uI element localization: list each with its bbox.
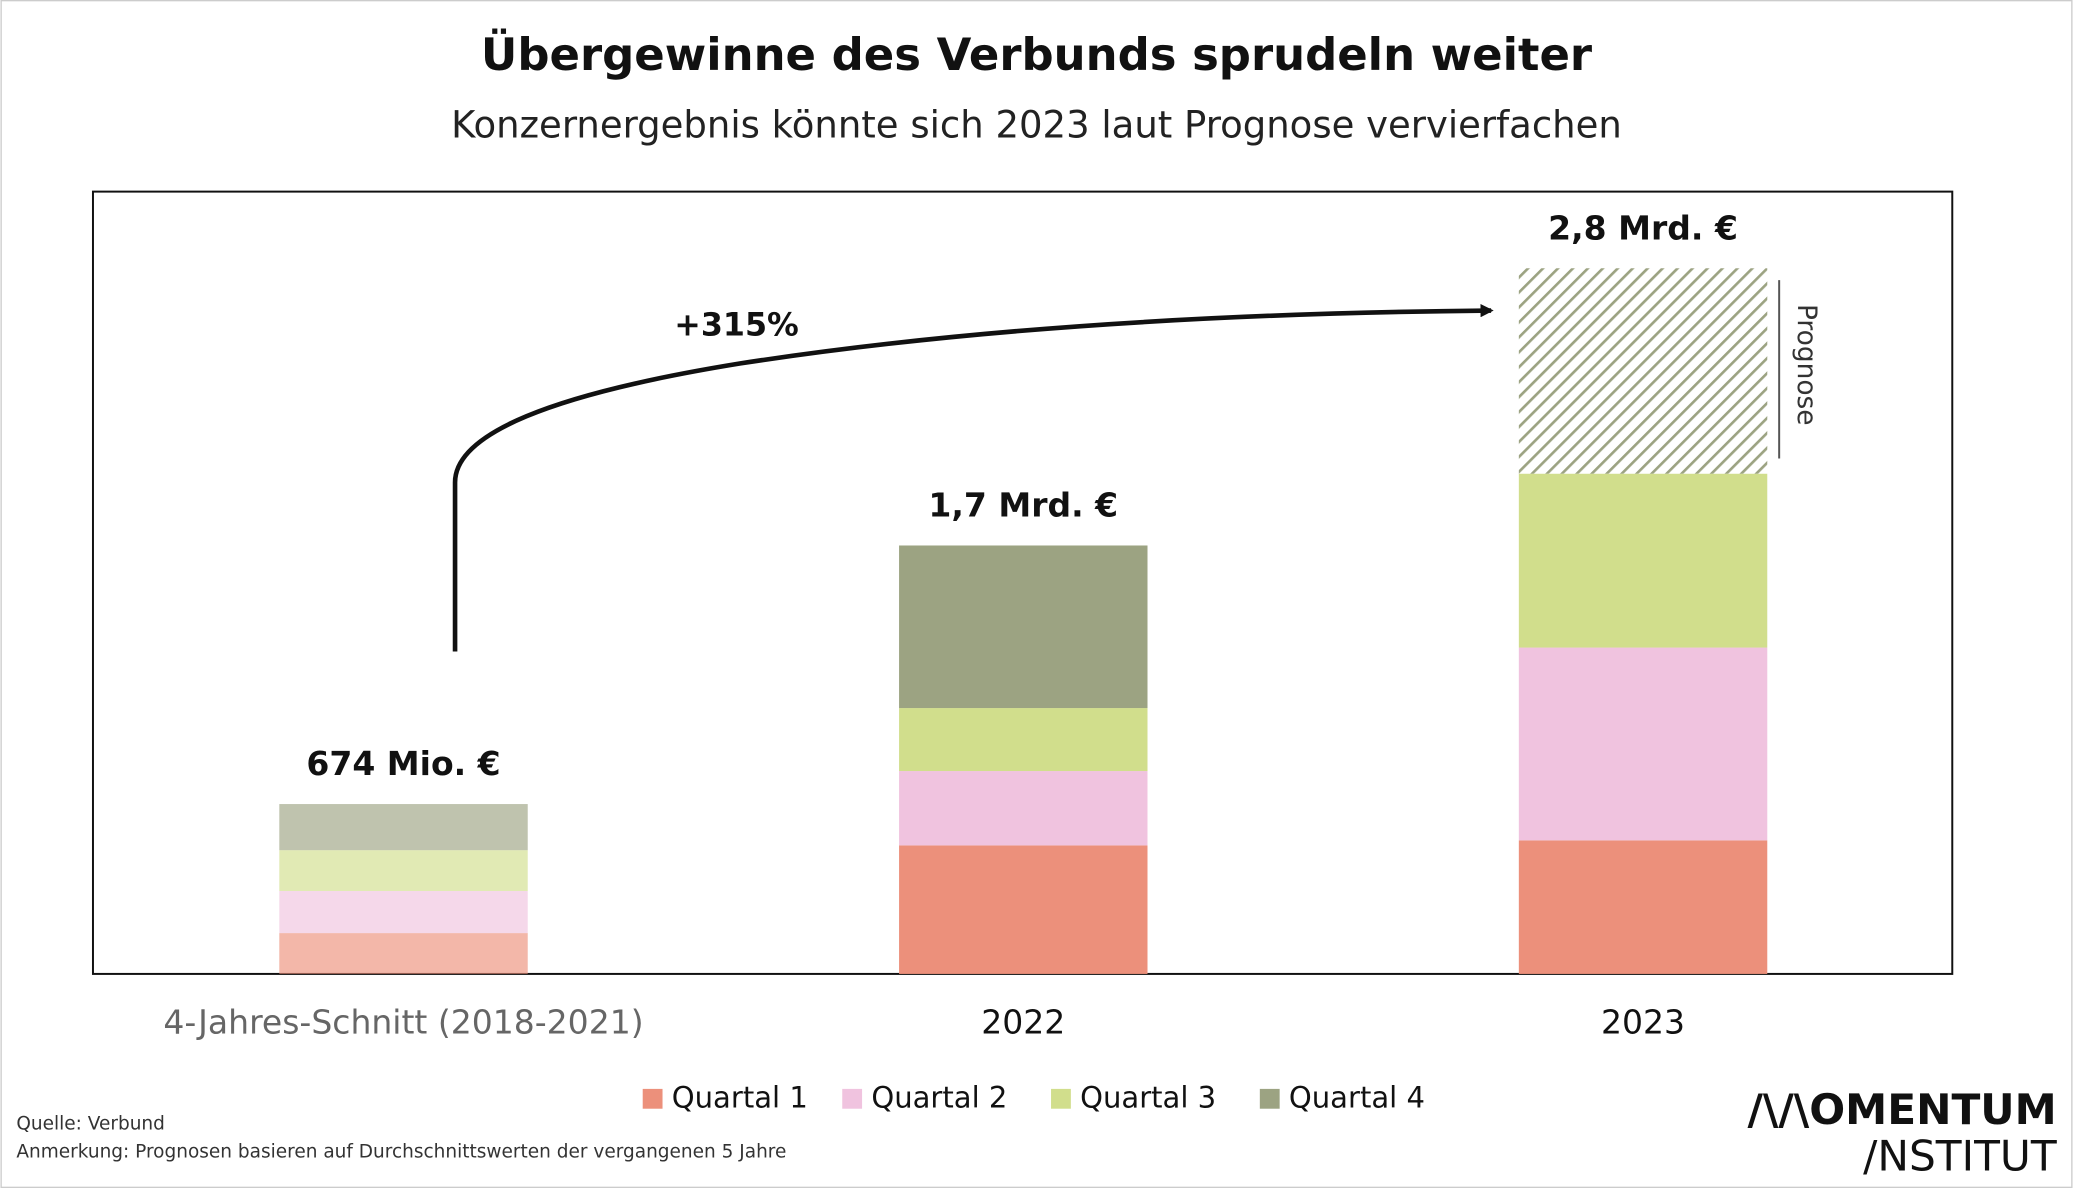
bar-segment bbox=[899, 708, 1148, 772]
x-tick-label: 2022 bbox=[981, 1003, 1065, 1042]
logo-bottom: /NSTITUT bbox=[1863, 1131, 2057, 1180]
bar-segment bbox=[1518, 840, 1768, 974]
bar-segment bbox=[899, 845, 1148, 974]
legend-label: Quartal 4 bbox=[1289, 1080, 1425, 1114]
legend-swatch bbox=[1259, 1088, 1280, 1109]
source: Quelle: Verbund bbox=[16, 1114, 165, 1135]
forecast-label: Prognose bbox=[1791, 304, 1822, 426]
legend-swatch bbox=[1051, 1088, 1071, 1109]
total-label: 674 Mio. € bbox=[306, 744, 500, 783]
forecast-segment bbox=[1518, 268, 1768, 474]
bar-segment bbox=[279, 804, 528, 851]
chart-title: Übergewinne des Verbunds sprudeln weiter bbox=[481, 28, 1593, 81]
bar-segment bbox=[279, 850, 528, 892]
chart-subtitle: Konzernergebnis könnte sich 2023 laut Pr… bbox=[451, 103, 1622, 146]
bar-segment bbox=[899, 771, 1148, 846]
legend-label: Quartal 1 bbox=[672, 1080, 808, 1114]
note: Anmerkung: Prognosen basieren auf Durchs… bbox=[16, 1141, 786, 1162]
total-label: 1,7 Mrd. € bbox=[928, 486, 1118, 525]
x-tick-label: 4-Jahres-Schnitt (2018-2021) bbox=[163, 1003, 643, 1042]
legend-swatch bbox=[642, 1088, 663, 1109]
x-tick-label: 2023 bbox=[1601, 1003, 1685, 1042]
logo-top: /\/\OMENTUM bbox=[1747, 1085, 2056, 1134]
legend-label: Quartal 2 bbox=[871, 1080, 1007, 1114]
growth-label: +315% bbox=[674, 307, 799, 343]
growth-arrow bbox=[452, 304, 1494, 652]
bar-segment bbox=[279, 933, 528, 974]
bar-segment bbox=[279, 891, 528, 934]
bar-segment bbox=[1518, 647, 1768, 841]
bar-segment bbox=[1518, 473, 1768, 648]
total-label: 2,8 Mrd. € bbox=[1548, 208, 1738, 247]
legend-swatch bbox=[842, 1088, 863, 1109]
bar-segment bbox=[899, 545, 1148, 709]
legend-label: Quartal 3 bbox=[1080, 1080, 1216, 1114]
